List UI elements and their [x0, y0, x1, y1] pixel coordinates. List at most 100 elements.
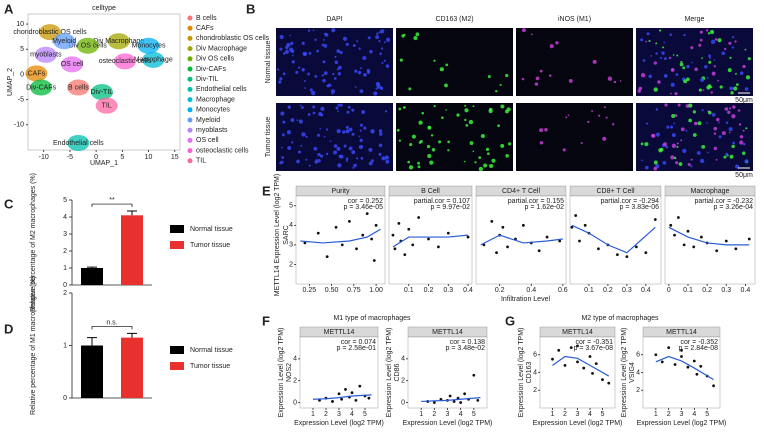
x-tick-label: 0.3	[721, 287, 731, 294]
cell-stain	[698, 43, 702, 47]
cell-stain	[330, 89, 336, 94]
data-point	[578, 239, 581, 243]
cell-cluster	[53, 33, 76, 50]
x-tick-label: 0.4	[641, 287, 651, 294]
bar	[81, 268, 103, 285]
x-tick-label: 3	[680, 411, 684, 418]
legend-swatch	[187, 127, 193, 133]
x-tick-label: 0.2	[424, 287, 434, 294]
cell-stain	[729, 154, 734, 159]
data-point	[537, 249, 541, 253]
data-point	[667, 346, 671, 350]
data-point	[673, 363, 677, 366]
cell-stain	[379, 86, 384, 90]
legend-swatch	[187, 25, 193, 31]
cell-stain	[304, 87, 306, 89]
data-point	[677, 216, 680, 219]
cell-stain	[333, 77, 337, 80]
micrograph	[516, 103, 633, 171]
cell-stain	[331, 28, 336, 33]
cell-stain	[383, 41, 386, 44]
cell-stain	[339, 103, 343, 107]
x-tick-label: 0.4	[463, 287, 473, 294]
cell-stain	[675, 73, 679, 76]
cell-stain	[742, 64, 746, 69]
cell-stain	[345, 125, 349, 129]
cell-stain	[486, 152, 490, 156]
cell-stain	[418, 120, 423, 125]
cell-stain	[728, 127, 733, 132]
cell-stain	[282, 120, 286, 124]
cell-stain	[337, 72, 342, 76]
facet-panel	[407, 336, 488, 409]
stat-annotation: cor = -0.351	[575, 339, 613, 346]
cell-stain	[663, 57, 667, 60]
fit-line	[655, 355, 714, 381]
legend-label: Macrophage	[196, 96, 235, 103]
facet-label: Purity	[332, 188, 350, 195]
cell-stain	[544, 127, 548, 132]
cell-cluster	[95, 97, 118, 114]
cell-stain	[296, 119, 299, 122]
cell-stain	[642, 59, 646, 62]
cell-stain	[742, 142, 746, 146]
cell-stain	[402, 106, 406, 109]
cluster-label: B cells	[68, 84, 89, 91]
cell-stain	[673, 122, 675, 125]
cell-stain	[299, 104, 302, 107]
data-point	[607, 381, 611, 385]
cell-stain	[359, 67, 362, 70]
cell-stain	[668, 56, 672, 60]
facet-panel	[664, 195, 756, 285]
plot-frame	[27, 13, 181, 151]
cell-cluster	[67, 134, 90, 151]
data-point	[407, 227, 411, 231]
cell-stain	[710, 39, 716, 45]
facet-panel	[388, 195, 473, 285]
cell-stain	[734, 40, 737, 43]
cell-stain	[739, 140, 744, 145]
cell-stain	[669, 33, 673, 37]
x-tick-label: 0.2	[702, 287, 712, 294]
cell-stain	[539, 141, 544, 145]
cell-stain	[549, 44, 554, 49]
cell-stain	[598, 114, 601, 117]
cluster-label: Monocytes	[132, 43, 166, 50]
micrograph	[636, 28, 753, 96]
data-point	[372, 259, 376, 262]
cell-stain	[737, 109, 741, 112]
fit-line	[571, 224, 656, 254]
cell-stain	[687, 162, 691, 167]
cell-stain	[309, 88, 313, 92]
y-axis-label: Expression Level (log2 TPM)	[278, 328, 285, 418]
cell-stain	[644, 142, 649, 147]
cell-cluster	[67, 79, 90, 96]
data-point	[432, 401, 436, 404]
cell-stain	[719, 85, 723, 89]
cell-stain	[699, 30, 703, 34]
cell-stain	[337, 163, 342, 168]
cell-stain	[693, 121, 698, 126]
cell-stain	[495, 90, 498, 93]
cell-stain	[396, 128, 400, 132]
legend-label: TIL	[196, 158, 206, 165]
legend-label: Tumor tissue	[190, 242, 230, 249]
stat-annotation: partial.cor = -0.294	[600, 198, 659, 205]
cell-stain	[314, 38, 317, 41]
data-point	[734, 247, 738, 251]
cell-stain	[433, 59, 436, 62]
facet-panel	[569, 195, 662, 285]
cluster-label: chondroblastic OS cells	[13, 29, 87, 36]
cell-stain	[329, 140, 332, 142]
data-point	[686, 365, 690, 369]
legend-swatch	[187, 46, 193, 52]
cell-stain	[332, 72, 335, 76]
cell-stain	[337, 110, 339, 113]
cell-stain	[379, 52, 382, 56]
y-tick-label: 4	[401, 356, 405, 363]
cell-stain	[456, 113, 460, 117]
cell-stain	[314, 160, 319, 164]
cluster-label: Div Macrophage	[93, 38, 144, 45]
cell-stain	[742, 129, 745, 132]
data-point	[354, 398, 358, 402]
